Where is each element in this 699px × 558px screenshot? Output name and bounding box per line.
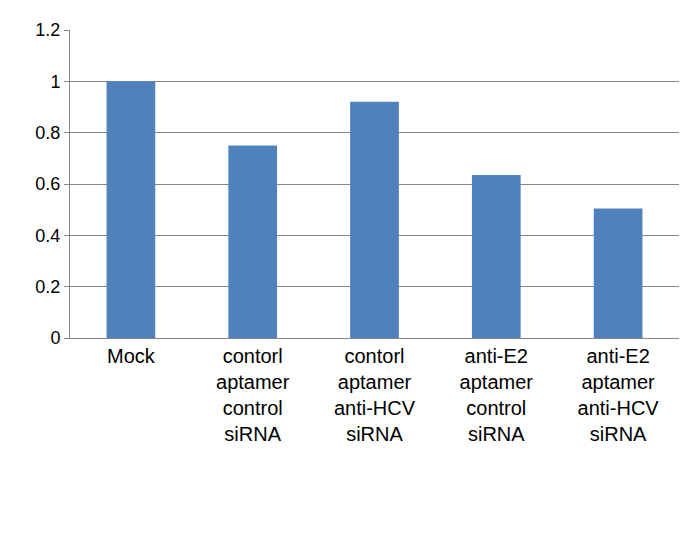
svg-text:anti-E2aptamercontrolsiRNA: anti-E2aptamercontrolsiRNA — [460, 345, 534, 445]
svg-text:contorlaptamercontrolsiRNA: contorlaptamercontrolsiRNA — [216, 345, 290, 445]
svg-text:Mock: Mock — [107, 345, 156, 367]
svg-text:contorlaptameranti-HCVsiRNA: contorlaptameranti-HCVsiRNA — [334, 345, 416, 445]
svg-text:1: 1 — [50, 72, 60, 92]
svg-text:0.6: 0.6 — [35, 174, 60, 194]
svg-text:0.4: 0.4 — [35, 226, 60, 246]
svg-text:1.2: 1.2 — [35, 20, 60, 40]
svg-text:0.2: 0.2 — [35, 277, 60, 297]
svg-text:0.8: 0.8 — [35, 123, 60, 143]
svg-text:0: 0 — [50, 328, 60, 348]
svg-text:anti-E2aptameranti-HCVsiRNA: anti-E2aptameranti-HCVsiRNA — [578, 345, 660, 445]
